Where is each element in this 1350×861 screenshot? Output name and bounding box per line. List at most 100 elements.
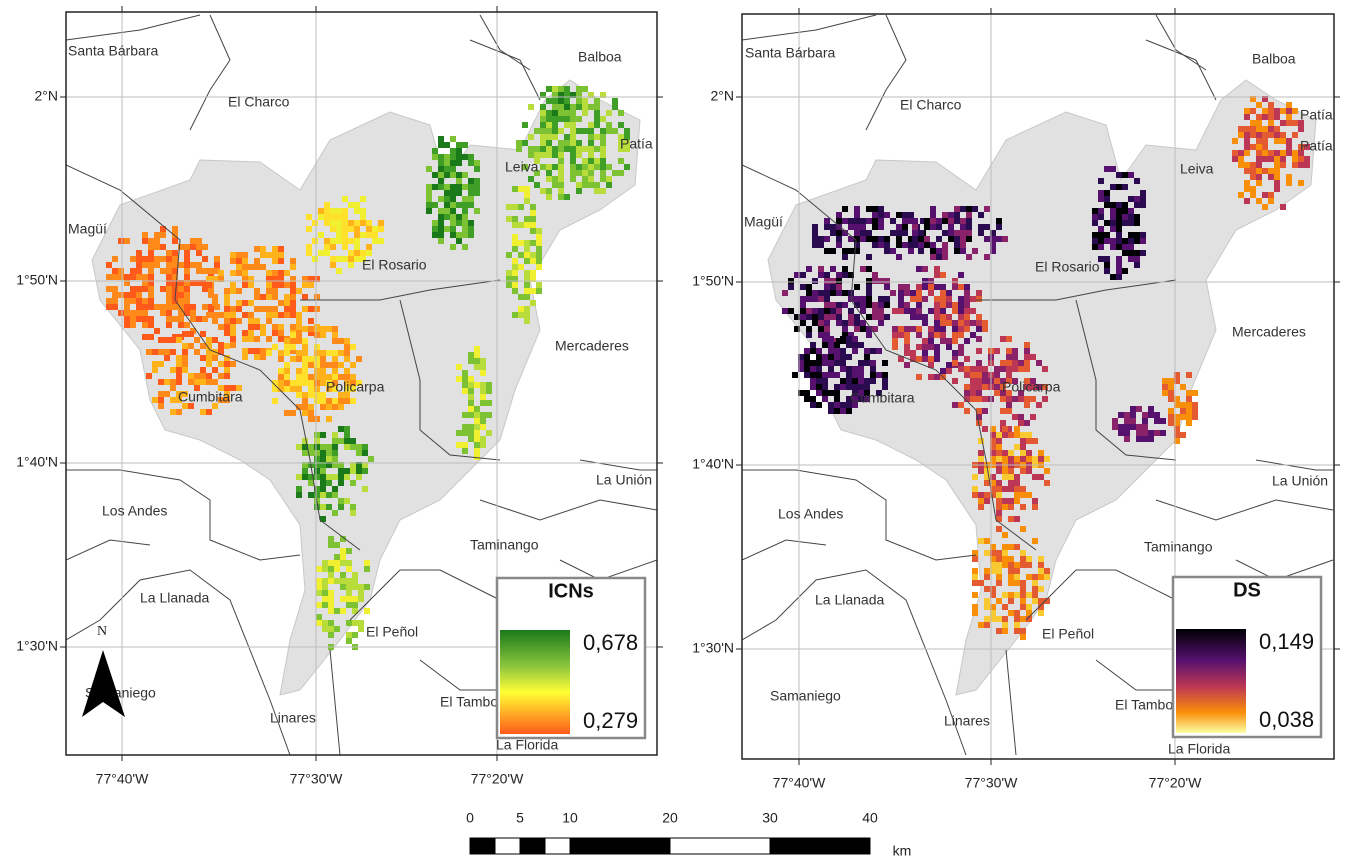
raster-cell bbox=[810, 366, 816, 372]
raster-cell bbox=[576, 116, 582, 122]
raster-cell bbox=[160, 232, 166, 238]
raster-cell bbox=[290, 300, 296, 306]
raster-cell bbox=[1244, 108, 1250, 114]
raster-cell bbox=[462, 370, 468, 376]
raster-cell bbox=[1032, 598, 1038, 604]
raster-cell bbox=[1250, 186, 1256, 192]
raster-cell bbox=[308, 362, 314, 368]
raster-cell bbox=[1136, 436, 1142, 442]
raster-cell bbox=[860, 230, 866, 236]
raster-cell bbox=[530, 210, 536, 216]
raster-cell bbox=[202, 244, 208, 250]
raster-cell bbox=[854, 302, 860, 308]
raster-cell bbox=[160, 268, 166, 274]
raster-cell bbox=[1244, 126, 1250, 132]
raster-cell bbox=[1008, 486, 1014, 492]
raster-cell bbox=[904, 290, 910, 296]
raster-cell bbox=[834, 348, 840, 354]
raster-cell bbox=[996, 568, 1002, 574]
raster-cell bbox=[306, 244, 312, 250]
raster-cell bbox=[468, 190, 474, 196]
raster-cell bbox=[254, 246, 260, 252]
raster-cell bbox=[432, 172, 438, 178]
raster-cell bbox=[474, 442, 480, 448]
raster-cell bbox=[972, 574, 978, 580]
raster-cell bbox=[530, 258, 536, 264]
raster-cell bbox=[1110, 226, 1116, 232]
raster-cell bbox=[284, 386, 290, 392]
raster-cell bbox=[308, 392, 314, 398]
raster-cell bbox=[426, 196, 432, 202]
raster-cell bbox=[600, 146, 606, 152]
raster-cell bbox=[218, 276, 224, 282]
raster-cell bbox=[996, 498, 1002, 504]
raster-cell bbox=[1002, 456, 1008, 462]
raster-cell bbox=[864, 348, 870, 354]
raster-cell bbox=[332, 450, 338, 456]
raster-cell bbox=[438, 208, 444, 214]
raster-cell bbox=[942, 254, 948, 260]
raster-cell bbox=[328, 602, 334, 608]
raster-cell bbox=[188, 343, 194, 349]
raster-cell bbox=[870, 366, 876, 372]
raster-cell bbox=[848, 236, 854, 242]
raster-cell bbox=[964, 296, 970, 302]
raster-cell bbox=[368, 456, 374, 462]
raster-cell bbox=[306, 214, 312, 220]
place-name: El Tambo bbox=[1115, 697, 1173, 713]
raster-cell bbox=[266, 276, 272, 282]
raster-cell bbox=[916, 374, 922, 380]
raster-cell bbox=[528, 104, 534, 110]
raster-cell bbox=[354, 250, 360, 256]
raster-cell bbox=[536, 240, 542, 246]
raster-cell bbox=[1026, 562, 1032, 568]
raster-cell bbox=[1168, 384, 1174, 390]
raster-cell bbox=[552, 122, 558, 128]
raster-cell bbox=[334, 626, 340, 632]
raster-cell bbox=[972, 556, 978, 562]
raster-cell bbox=[254, 264, 260, 270]
municipal-border bbox=[579, 459, 657, 471]
raster-cell bbox=[1174, 426, 1180, 432]
raster-cell bbox=[546, 98, 552, 104]
raster-cell bbox=[266, 294, 272, 300]
raster-cell bbox=[136, 304, 142, 310]
raster-cell bbox=[996, 432, 1002, 438]
raster-cell bbox=[600, 92, 606, 98]
municipal-border bbox=[1025, 569, 1177, 621]
raster-cell bbox=[184, 250, 190, 256]
raster-cell bbox=[154, 232, 160, 238]
north-label: N bbox=[97, 624, 107, 639]
raster-cell bbox=[182, 349, 188, 355]
raster-cell bbox=[212, 355, 218, 361]
raster-cell bbox=[338, 398, 344, 404]
raster-cell bbox=[1134, 238, 1140, 244]
raster-cell bbox=[444, 154, 450, 160]
raster-cell bbox=[142, 274, 148, 280]
raster-cell bbox=[130, 292, 136, 298]
raster-cell bbox=[994, 378, 1000, 384]
raster-cell bbox=[582, 164, 588, 170]
raster-cell bbox=[456, 190, 462, 196]
raster-cell bbox=[314, 362, 320, 368]
raster-cell bbox=[1250, 144, 1256, 150]
raster-cell bbox=[908, 218, 914, 224]
raster-cell bbox=[842, 290, 848, 296]
raster-cell bbox=[994, 390, 1000, 396]
raster-cell bbox=[320, 462, 326, 468]
raster-cell bbox=[172, 238, 178, 244]
raster-cell bbox=[536, 234, 542, 240]
raster-cell bbox=[512, 282, 518, 288]
raster-cell bbox=[1148, 436, 1154, 442]
raster-cell bbox=[142, 262, 148, 268]
raster-cell bbox=[848, 248, 854, 254]
raster-cell bbox=[106, 286, 112, 292]
raster-cell bbox=[512, 246, 518, 252]
raster-cell bbox=[836, 320, 842, 326]
raster-cell bbox=[982, 378, 988, 384]
raster-cell bbox=[1008, 480, 1014, 486]
raster-cell bbox=[1002, 556, 1008, 562]
raster-cell bbox=[558, 170, 564, 176]
raster-cell bbox=[534, 170, 540, 176]
raster-cell bbox=[172, 304, 178, 310]
